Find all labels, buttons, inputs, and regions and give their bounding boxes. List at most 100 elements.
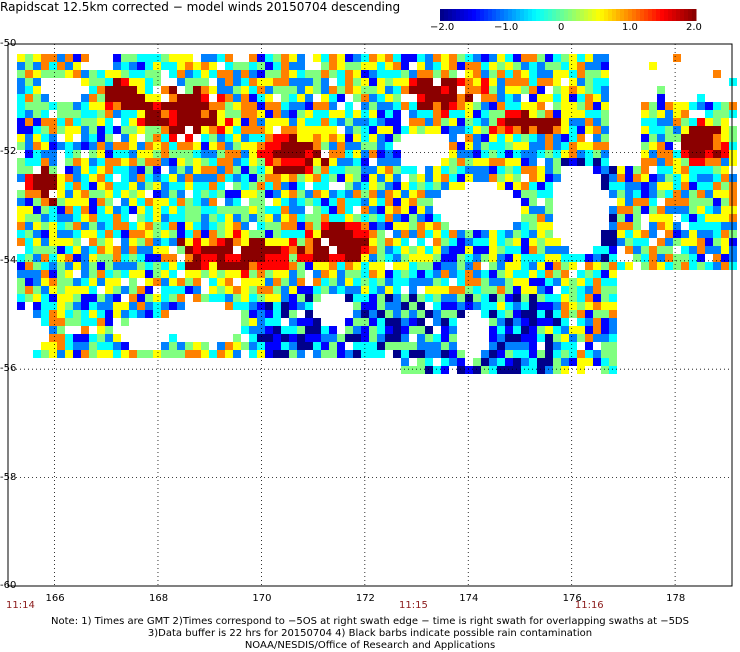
wind-cell [441,70,449,78]
wind-cell [225,150,233,158]
wind-cell [633,206,641,214]
wind-cell [521,190,529,198]
wind-cell [25,294,33,302]
wind-cell [481,126,489,134]
wind-cell [57,262,65,270]
wind-cell [425,262,433,270]
wind-cell [305,310,313,318]
wind-cell [425,118,433,126]
wind-cell [313,262,321,270]
wind-cell [393,174,401,182]
wind-cell [169,206,177,214]
wind-cell [97,310,105,318]
wind-cell [585,54,593,62]
wind-cell [569,302,577,310]
wind-cell [689,214,697,222]
wind-cell [313,246,321,254]
wind-cell [353,182,361,190]
wind-cell [377,302,385,310]
wind-cell [313,278,321,286]
wind-cell [305,262,313,270]
wind-cell [537,150,545,158]
wind-cell [465,246,473,254]
wind-cell [601,158,609,166]
wind-cell [233,78,241,86]
wind-cell [57,54,65,62]
wind-cell [233,230,241,238]
wind-cell [337,342,345,350]
wind-cell [481,110,489,118]
wind-cell [665,110,673,118]
wind-cell [409,262,417,270]
wind-cell [25,198,33,206]
wind-cell [297,94,305,102]
wind-cell [361,86,369,94]
wind-cell [481,174,489,182]
wind-cell [73,102,81,110]
wind-cell [697,94,705,102]
wind-cell [553,158,561,166]
colorbar-swatch [500,9,505,21]
wind-cell [609,246,617,254]
wind-cell [553,318,561,326]
wind-cell [393,158,401,166]
wind-cell [313,342,321,350]
wind-cell [313,110,321,118]
wind-cell [265,286,273,294]
wind-cell [225,222,233,230]
wind-cell [593,350,601,358]
wind-cell [593,62,601,70]
wind-cell [393,126,401,134]
wind-cell [297,278,305,286]
wind-cell [353,150,361,158]
colorbar-swatch [580,9,585,21]
wind-cell [433,222,441,230]
wind-cell [225,190,233,198]
wind-cell [225,206,233,214]
wind-cell [281,206,289,214]
wind-cell [353,110,361,118]
wind-cell [329,150,337,158]
wind-cell [401,342,409,350]
wind-cell [273,326,281,334]
wind-cell [345,198,353,206]
wind-cell [513,246,521,254]
wind-cell [41,318,49,326]
wind-cell [457,286,465,294]
wind-cell [73,334,81,342]
wind-cell [393,150,401,158]
wind-cell [337,350,345,358]
wind-cell [249,310,257,318]
wind-cell [425,62,433,70]
wind-cell [433,54,441,62]
wind-cell [257,206,265,214]
latitude-label: -50 [0,38,17,49]
wind-cell [353,310,361,318]
wind-cell [249,342,257,350]
wind-cell [377,182,385,190]
wind-cell [249,118,257,126]
wind-cell [657,238,665,246]
wind-cell [145,270,153,278]
wind-cell [361,206,369,214]
wind-cell [697,118,705,126]
wind-cell [521,342,529,350]
wind-cell [425,86,433,94]
wind-cell [249,198,257,206]
wind-cell [425,110,433,118]
wind-cell [353,326,361,334]
wind-cell [105,158,113,166]
wind-cell [473,238,481,246]
wind-cell [521,206,529,214]
wind-cell [665,206,673,214]
wind-cell [465,270,473,278]
wind-cell [353,350,361,358]
wind-cell [585,302,593,310]
wind-cell [345,230,353,238]
wind-cell [665,118,673,126]
wind-cell [681,142,689,150]
wind-cell [497,118,505,126]
wind-cell [321,286,329,294]
wind-cell [313,350,321,358]
wind-cell [81,270,89,278]
